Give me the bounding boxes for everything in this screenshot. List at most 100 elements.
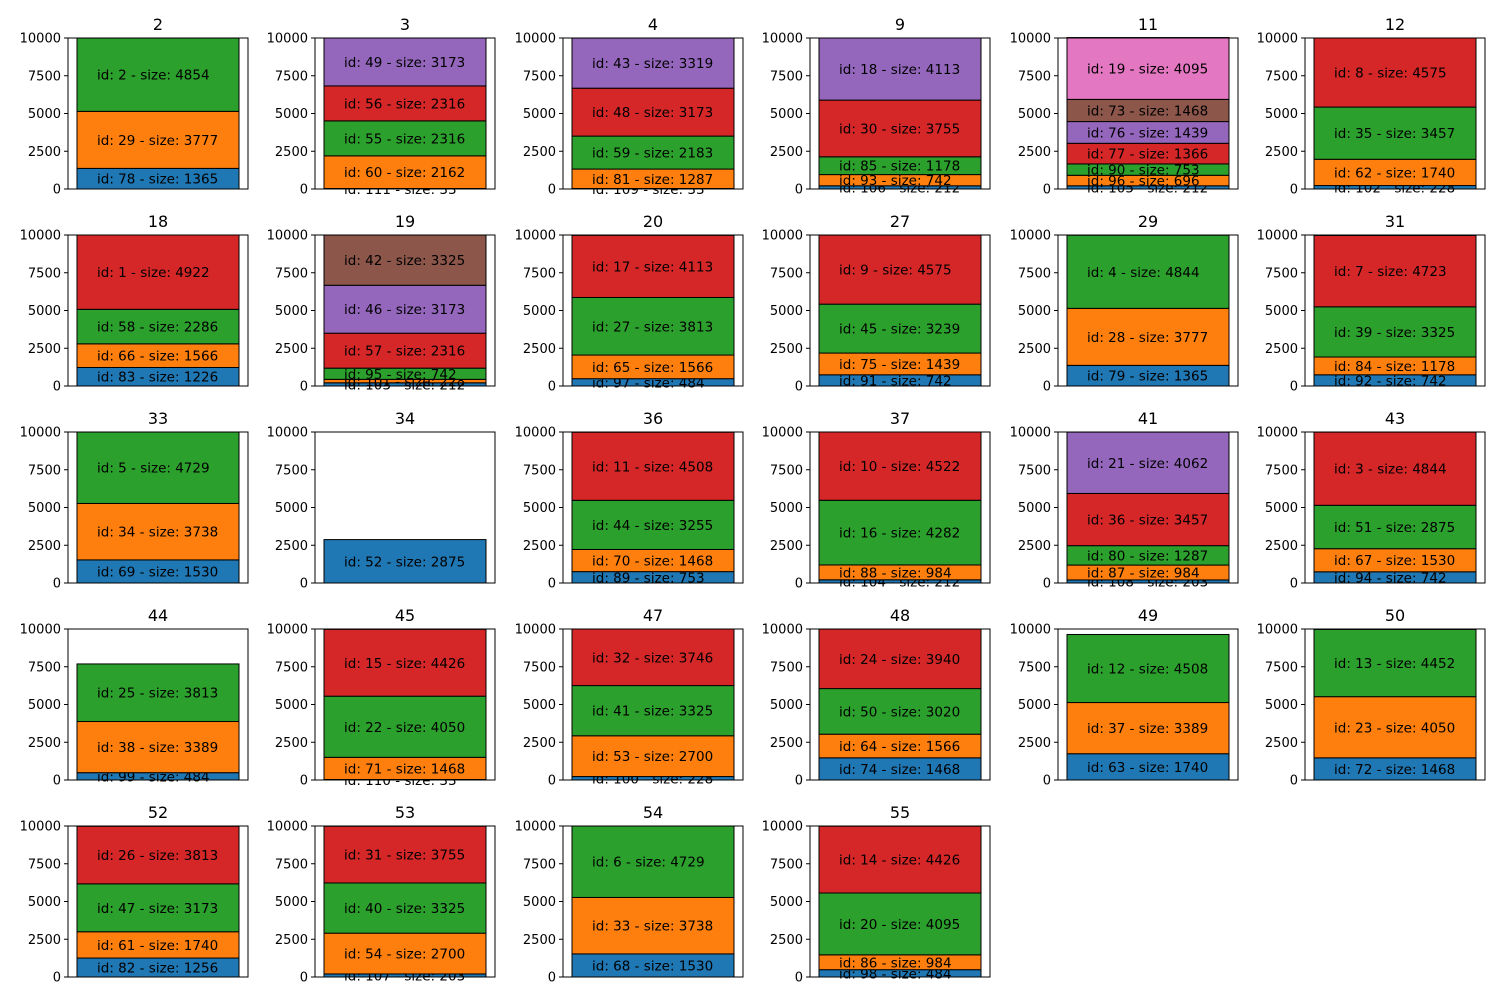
y-tick-label: 2500 bbox=[275, 145, 308, 160]
y-tick-label: 2500 bbox=[275, 933, 308, 948]
y-tick-label: 2500 bbox=[1018, 145, 1051, 160]
y-tick-label: 10000 bbox=[515, 623, 556, 638]
bar-segment bbox=[1066, 633, 1230, 704]
segment-label: id: 7 - size: 4723 bbox=[1334, 264, 1447, 280]
segment-label: id: 10 - size: 4522 bbox=[839, 459, 960, 475]
bar-segment bbox=[1066, 753, 1230, 781]
y-tick-label: 7500 bbox=[1018, 266, 1051, 281]
y-tick-label: 0 bbox=[53, 971, 61, 986]
segment-label: id: 42 - size: 3325 bbox=[344, 253, 465, 269]
y-tick-label: 2500 bbox=[275, 736, 308, 751]
bar-segment bbox=[818, 688, 982, 735]
panel-title: 27 bbox=[890, 212, 910, 231]
y-tick-label: 5000 bbox=[1018, 304, 1051, 319]
bar-segment bbox=[1313, 106, 1477, 160]
segment-label: id: 74 - size: 1468 bbox=[839, 762, 960, 778]
segment-label: id: 30 - size: 3755 bbox=[839, 121, 960, 137]
y-tick-label: 7500 bbox=[275, 857, 308, 872]
y-tick-label: 7500 bbox=[770, 266, 803, 281]
segment-label: id: 87 - size: 984 bbox=[1087, 566, 1200, 582]
bar-segment bbox=[818, 37, 982, 101]
y-tick-label: 0 bbox=[548, 183, 556, 198]
y-tick-label: 2500 bbox=[523, 539, 556, 554]
segment-label: id: 71 - size: 1468 bbox=[344, 761, 465, 777]
segment-label: id: 33 - size: 3738 bbox=[592, 919, 713, 935]
bar-segment bbox=[76, 883, 240, 933]
segment-label: id: 4 - size: 4844 bbox=[1087, 265, 1200, 281]
segment-label: id: 9 - size: 4575 bbox=[839, 263, 952, 279]
segment-label: id: 94 - size: 742 bbox=[1334, 570, 1447, 586]
y-tick-label: 5000 bbox=[28, 895, 61, 910]
segment-label: id: 96 - size: 696 bbox=[1087, 174, 1200, 190]
y-tick-label: 2500 bbox=[1265, 145, 1298, 160]
segment-label: id: 20 - size: 4095 bbox=[839, 917, 960, 933]
y-tick-label: 10000 bbox=[267, 229, 308, 244]
panel-52: 52 id: 82 - size: 1256 id: 61 - size: 1740… bbox=[20, 803, 249, 986]
segment-label: id: 25 - size: 3813 bbox=[97, 686, 218, 702]
panel-title: 37 bbox=[890, 409, 910, 428]
y-tick-label: 10000 bbox=[1010, 32, 1051, 47]
y-tick-label: 5000 bbox=[1018, 107, 1051, 122]
y-tick-label: 2500 bbox=[275, 539, 308, 554]
bar-segment bbox=[818, 892, 982, 956]
y-tick-label: 0 bbox=[53, 577, 61, 592]
segment-label: id: 81 - size: 1287 bbox=[592, 172, 713, 188]
y-tick-label: 5000 bbox=[523, 895, 556, 910]
y-tick-label: 2500 bbox=[28, 736, 61, 751]
segment-label: id: 12 - size: 4508 bbox=[1087, 662, 1208, 678]
bar-segment bbox=[571, 825, 735, 898]
segment-label: id: 43 - size: 3319 bbox=[592, 56, 713, 72]
segment-label: id: 72 - size: 1468 bbox=[1334, 762, 1455, 778]
y-tick-label: 2500 bbox=[1018, 342, 1051, 357]
y-tick-label: 7500 bbox=[1265, 660, 1298, 675]
y-tick-label: 0 bbox=[795, 971, 803, 986]
panel-title: 12 bbox=[1385, 15, 1405, 34]
y-tick-label: 5000 bbox=[1018, 698, 1051, 713]
y-tick-label: 5000 bbox=[523, 304, 556, 319]
segment-label: id: 18 - size: 4113 bbox=[839, 62, 960, 78]
segment-label: id: 24 - size: 3940 bbox=[839, 652, 960, 668]
segment-label: id: 19 - size: 4095 bbox=[1087, 61, 1208, 77]
segment-label: id: 56 - size: 2316 bbox=[344, 96, 465, 112]
y-tick-label: 0 bbox=[300, 971, 308, 986]
panel-title: 3 bbox=[400, 15, 410, 34]
y-tick-label: 10000 bbox=[1257, 623, 1298, 638]
y-tick-label: 2500 bbox=[28, 933, 61, 948]
segment-label: id: 83 - size: 1226 bbox=[97, 370, 218, 386]
segment-label: id: 13 - size: 4452 bbox=[1334, 656, 1455, 672]
segment-label: id: 32 - size: 3746 bbox=[592, 650, 713, 666]
bar-segment bbox=[323, 155, 487, 190]
bar-segment bbox=[76, 721, 240, 774]
y-tick-label: 10000 bbox=[762, 229, 803, 244]
bar-segment bbox=[76, 663, 240, 723]
y-tick-label: 7500 bbox=[523, 463, 556, 478]
bar-segment bbox=[1313, 696, 1477, 759]
y-tick-label: 10000 bbox=[762, 820, 803, 835]
y-tick-label: 5000 bbox=[770, 501, 803, 516]
segment-label: id: 59 - size: 2183 bbox=[592, 146, 713, 162]
panel-title: 55 bbox=[890, 803, 910, 822]
panel-title: 45 bbox=[395, 606, 415, 625]
panel-29: 29 id: 79 - size: 1365 id: 28 - size: 3777… bbox=[1010, 212, 1239, 395]
y-tick-label: 5000 bbox=[770, 304, 803, 319]
bar-segment bbox=[76, 308, 240, 345]
y-tick-label: 2500 bbox=[28, 145, 61, 160]
y-tick-label: 10000 bbox=[1010, 426, 1051, 441]
y-tick-label: 2500 bbox=[770, 145, 803, 160]
y-tick-label: 7500 bbox=[523, 266, 556, 281]
bar-segment bbox=[571, 685, 735, 737]
y-tick-label: 5000 bbox=[1018, 501, 1051, 516]
y-tick-label: 10000 bbox=[1257, 229, 1298, 244]
y-tick-label: 0 bbox=[1043, 577, 1051, 592]
segment-label: id: 26 - size: 3813 bbox=[97, 848, 218, 864]
y-tick-label: 5000 bbox=[275, 501, 308, 516]
y-tick-label: 7500 bbox=[523, 660, 556, 675]
y-tick-label: 10000 bbox=[20, 820, 61, 835]
segment-label: id: 2 - size: 4854 bbox=[97, 68, 210, 84]
y-tick-label: 7500 bbox=[28, 463, 61, 478]
y-tick-label: 10000 bbox=[20, 229, 61, 244]
